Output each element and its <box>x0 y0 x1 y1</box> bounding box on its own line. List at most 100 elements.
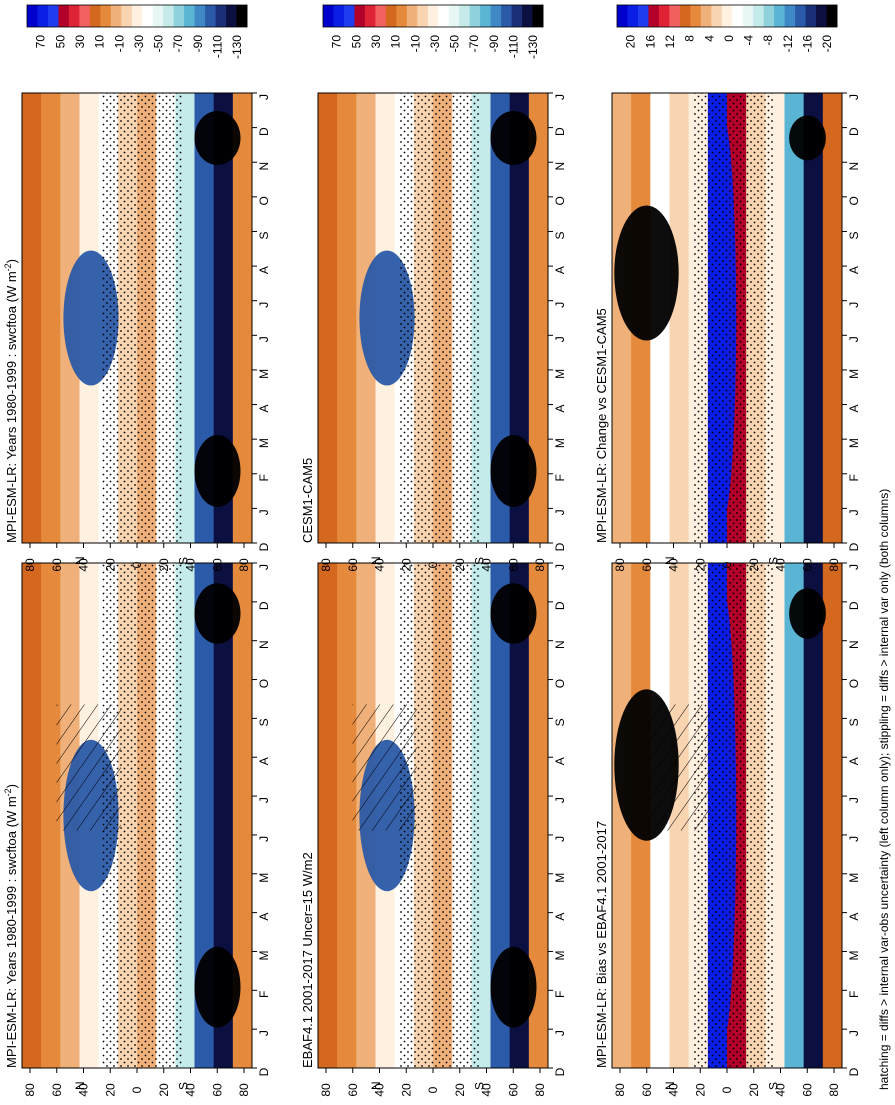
lat-label: 40 <box>77 1083 91 1097</box>
colorbar-swatch <box>805 5 817 27</box>
field-band <box>213 563 234 1068</box>
field-band <box>509 93 530 543</box>
colorbar-label: 8 <box>683 35 697 42</box>
colorbar-swatch <box>184 5 196 27</box>
colorbar-swatch <box>763 5 775 27</box>
field-band <box>612 563 632 1068</box>
month-label: M <box>847 438 861 448</box>
colorbar-swatch <box>226 5 237 27</box>
colorbar-label: 4 <box>702 35 716 42</box>
lat-label: 80 <box>23 1083 37 1097</box>
lat-label: 80 <box>613 558 627 572</box>
colorbar-label: -90 <box>487 35 501 53</box>
month-label: J <box>553 1030 567 1036</box>
lat-hemisphere-n: N <box>369 1081 383 1090</box>
lat-label: 40 <box>667 1083 681 1097</box>
colorbar-swatch <box>438 5 450 27</box>
colorbar-swatch <box>142 5 154 27</box>
lat-label: 20 <box>157 1083 171 1097</box>
colorbar-swatch <box>100 5 112 27</box>
colorbar-swatch <box>658 5 670 27</box>
colorbar-swatch <box>152 5 164 27</box>
month-label: M <box>847 369 861 379</box>
month-label: M <box>553 369 567 379</box>
panel-title: MPI-ESM-LR: Change vs CESM1-CAM5 <box>594 308 609 543</box>
colorbar-swatch <box>205 5 216 27</box>
lat-label: 40 <box>774 1083 788 1097</box>
month-label: J <box>257 336 271 342</box>
lat-label: 0 <box>130 561 144 568</box>
colorbar-swatch <box>194 5 206 27</box>
hatching <box>646 704 711 831</box>
lat-label: 80 <box>319 1083 333 1097</box>
month-label: J <box>847 836 861 842</box>
month-label: J <box>553 94 567 100</box>
stippling <box>692 93 773 543</box>
panel-5: D J F M A M J J A S O N D J 80 60 40 20 0 20 40 60 80 N S MPI-ESM… <box>594 474 861 1097</box>
field-blob <box>490 583 537 644</box>
colorbar-swatch <box>501 5 512 27</box>
colorbar-label: -130 <box>526 35 540 59</box>
colorbar-label: -30 <box>132 35 146 53</box>
month-label: J <box>553 336 567 342</box>
lat-label: 80 <box>533 558 547 572</box>
month-label: J <box>553 797 567 803</box>
month-label: J <box>847 1030 861 1036</box>
colorbar-label: 50 <box>53 35 67 49</box>
month-label: D <box>257 601 271 610</box>
field-band <box>194 93 215 543</box>
colorbar-swatch <box>333 5 345 27</box>
lat-label: 40 <box>373 558 387 572</box>
lat-label: 60 <box>506 1083 520 1097</box>
panel-2: D J F M A M J J A S O N D J 80 60 40 20 0 20 40 60 80 N S MPI-ESM… <box>3 4 271 572</box>
field-band <box>490 93 511 543</box>
colorbar-swatch <box>173 5 185 27</box>
month-label: A <box>553 757 567 765</box>
colorbar-swatch <box>742 5 754 27</box>
month-label: J <box>257 836 271 842</box>
lat-label: 0 <box>426 561 440 568</box>
month-label: J <box>257 797 271 803</box>
month-label: M <box>553 438 567 448</box>
month-label: O <box>553 679 567 688</box>
lat-hemisphere-n: N <box>663 1081 677 1090</box>
lat-label: 60 <box>210 558 224 572</box>
month-label: A <box>257 913 271 921</box>
month-label: M <box>257 873 271 883</box>
lat-label: 20 <box>747 558 761 572</box>
colorbar-swatch <box>396 5 408 27</box>
panel-1: D J F M A M J J A S O N D J 80 60 40 20 0 20 40 60 80 N S MPI-ESM… <box>3 474 271 1097</box>
stippling <box>102 93 183 543</box>
field-band <box>528 563 549 1068</box>
stippling <box>398 93 479 543</box>
colorbar-label: -70 <box>171 35 185 53</box>
colorbar-swatch <box>721 5 733 27</box>
lat-label: 20 <box>453 558 467 572</box>
lat-hemisphere-s: S <box>473 557 487 565</box>
colorbar-swatch <box>784 5 796 27</box>
colorbar-swatch <box>480 5 492 27</box>
month-label: A <box>553 405 567 413</box>
lat-hemisphere-s: S <box>767 1082 781 1090</box>
lat-hemisphere-s: S <box>177 557 191 565</box>
month-label: S <box>847 718 861 726</box>
month-label: J <box>553 302 567 308</box>
footnote: hatching = diffs > internal var-obs unce… <box>877 489 891 1090</box>
colorbar-label: 16 <box>643 35 657 49</box>
colorbar-label: -8 <box>761 35 775 46</box>
lat-label: 60 <box>50 1083 64 1097</box>
month-label: N <box>257 162 271 171</box>
month-label: D <box>257 1067 271 1076</box>
month-label: F <box>553 991 567 998</box>
colorbar-label: 0 <box>722 35 736 42</box>
month-label: M <box>257 438 271 448</box>
colorbar-label: -50 <box>152 35 166 53</box>
colorbar-swatch <box>27 5 38 27</box>
field-band <box>194 563 215 1068</box>
month-label: D <box>847 542 861 551</box>
colorbar-swatch <box>89 5 101 27</box>
colorbar-swatch <box>459 5 471 27</box>
field-band <box>232 563 253 1068</box>
lat-label: 60 <box>506 558 520 572</box>
field-band <box>41 93 61 543</box>
